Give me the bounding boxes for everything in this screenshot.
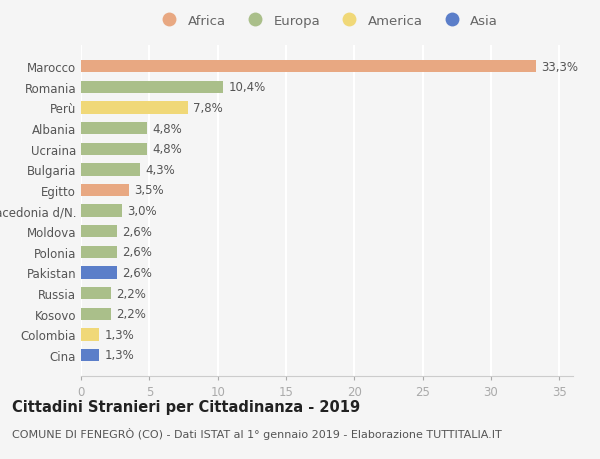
- Text: 2,2%: 2,2%: [116, 287, 146, 300]
- Bar: [81, 267, 116, 279]
- Bar: [81, 308, 111, 320]
- Bar: [81, 164, 140, 176]
- Bar: [81, 82, 223, 94]
- Text: 4,8%: 4,8%: [152, 123, 182, 135]
- Bar: [81, 102, 188, 114]
- Text: 7,8%: 7,8%: [193, 102, 223, 115]
- Bar: [81, 123, 146, 135]
- Text: 3,5%: 3,5%: [134, 184, 164, 197]
- Text: 2,6%: 2,6%: [122, 225, 152, 238]
- Bar: [81, 225, 116, 238]
- Text: 2,6%: 2,6%: [122, 266, 152, 280]
- Bar: [81, 287, 111, 300]
- Bar: [81, 143, 146, 156]
- Legend: Africa, Europa, America, Asia: Africa, Europa, America, Asia: [151, 9, 503, 33]
- Text: 1,3%: 1,3%: [104, 328, 134, 341]
- Text: 3,0%: 3,0%: [127, 205, 157, 218]
- Text: 1,3%: 1,3%: [104, 349, 134, 362]
- Text: 4,8%: 4,8%: [152, 143, 182, 156]
- Bar: [81, 185, 129, 197]
- Bar: [81, 205, 122, 217]
- Bar: [81, 349, 99, 361]
- Text: Cittadini Stranieri per Cittadinanza - 2019: Cittadini Stranieri per Cittadinanza - 2…: [12, 399, 360, 414]
- Bar: [81, 329, 99, 341]
- Text: 2,6%: 2,6%: [122, 246, 152, 259]
- Text: 4,3%: 4,3%: [145, 163, 175, 176]
- Text: 2,2%: 2,2%: [116, 308, 146, 320]
- Text: COMUNE DI FENEGRÒ (CO) - Dati ISTAT al 1° gennaio 2019 - Elaborazione TUTTITALIA: COMUNE DI FENEGRÒ (CO) - Dati ISTAT al 1…: [12, 427, 502, 439]
- Bar: [81, 246, 116, 258]
- Text: 10,4%: 10,4%: [229, 81, 266, 94]
- Bar: [81, 61, 536, 73]
- Text: 33,3%: 33,3%: [542, 61, 578, 73]
